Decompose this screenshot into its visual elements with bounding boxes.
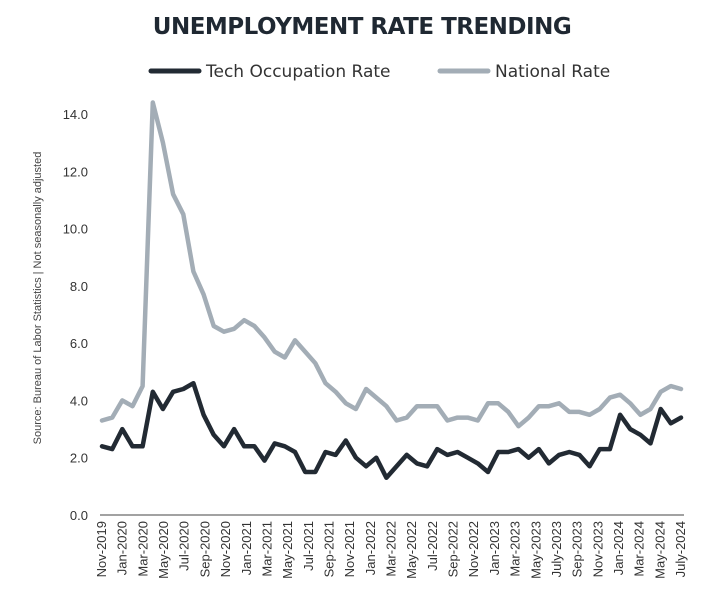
x-tick-label: Sep-2022 [446, 521, 461, 577]
legend-label-national: National Rate [495, 62, 610, 82]
y-tick-label: 14.0 [63, 107, 88, 122]
x-tick-label: Sep-2021 [321, 521, 336, 577]
y-axis: 0.0 2.0 4.0 6.0 8.0 10.0 12.0 14.0 [63, 107, 88, 523]
x-tick-label: Jul-2022 [425, 521, 440, 571]
x-tick-label: Jul-2020 [177, 521, 192, 571]
x-tick-label: Jan-2020 [115, 521, 130, 575]
y-tick-label: 12.0 [63, 164, 88, 179]
x-tick-label: May-2020 [156, 521, 171, 579]
x-tick-label: July-2023 [549, 521, 564, 577]
y-tick-label: 8.0 [70, 279, 88, 294]
x-tick-label: Nov-2019 [94, 521, 109, 577]
x-tick-label: Sep-2020 [197, 521, 212, 577]
x-tick-label: Jan-2024 [611, 521, 626, 575]
series-layer [99, 100, 684, 481]
x-tick-label: Jan-2022 [363, 521, 378, 575]
x-tick-label: Jan-2023 [487, 521, 502, 575]
x-tick-label: Jul-2021 [301, 521, 316, 571]
x-tick-label: Mar-2021 [259, 521, 274, 577]
series-line-national [99, 100, 684, 429]
x-tick-label: Nov-2023 [590, 521, 605, 577]
legend: Tech Occupation Rate National Rate [148, 62, 610, 82]
series-line-tech [99, 380, 684, 481]
x-tick-label: Mar-2022 [384, 521, 399, 577]
x-tick-label: Jan-2021 [239, 521, 254, 575]
x-axis: Nov-2019 Jan-2020 Mar-2020 May-2020 Jul-2020… [94, 521, 688, 579]
x-tick-label: May-2021 [280, 521, 295, 579]
x-tick-label: Mar-2024 [632, 521, 647, 577]
x-tick-label: Mar-2020 [135, 521, 150, 577]
y-tick-label: 0.0 [70, 508, 88, 523]
x-tick-label: Mar-2023 [508, 521, 523, 577]
x-tick-label: May-2024 [652, 521, 667, 579]
chart-title: UNEMPLOYMENT RATE TRENDING [152, 14, 572, 40]
x-tick-label: July-2024 [673, 521, 688, 577]
x-tick-label: Nov-2020 [218, 521, 233, 577]
x-tick-label: Sep-2023 [570, 521, 585, 577]
x-tick-label: Nov-2022 [466, 521, 481, 577]
x-tick-label: May-2022 [404, 521, 419, 579]
y-tick-label: 2.0 [70, 451, 88, 466]
y-tick-label: 4.0 [70, 393, 88, 408]
source-note: Source: Bureau of Labor Statistics | Not… [32, 152, 44, 445]
y-tick-label: 10.0 [63, 222, 88, 237]
legend-label-tech: Tech Occupation Rate [205, 62, 391, 82]
x-tick-label: Nov-2021 [342, 521, 357, 577]
x-tick-label: May-2023 [528, 521, 543, 579]
y-tick-label: 6.0 [70, 336, 88, 351]
